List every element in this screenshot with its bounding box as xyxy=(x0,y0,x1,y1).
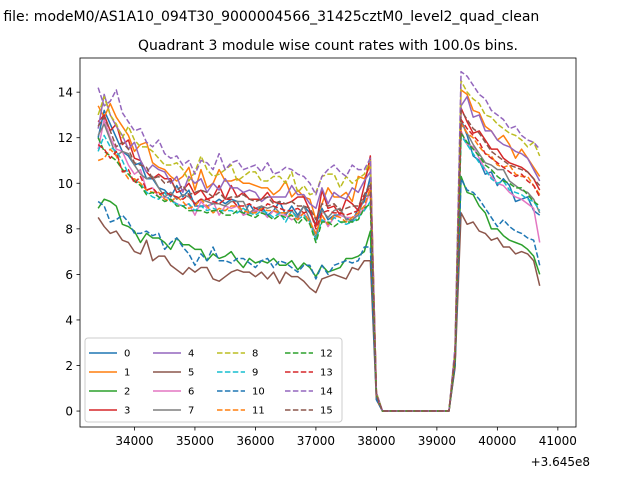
figure-suptitle: n file: modeM0/AS1A10_094T30_9000004566_… xyxy=(0,9,539,25)
y-tick-label: 0 xyxy=(65,405,73,419)
legend-label-14: 14 xyxy=(320,387,333,398)
legend-label-8: 8 xyxy=(252,349,258,360)
legend-label-2: 2 xyxy=(124,387,130,398)
x-offset-label: +3.645e8 xyxy=(531,455,590,469)
y-tick-label: 2 xyxy=(65,359,73,373)
y-tick-label: 4 xyxy=(65,313,73,327)
x-tick-label: 36000 xyxy=(236,434,274,448)
legend-label-4: 4 xyxy=(188,349,194,360)
series-line-12 xyxy=(97,132,541,412)
legend-label-5: 5 xyxy=(188,368,194,379)
x-tick-label: 38000 xyxy=(357,434,395,448)
y-tick-label: 6 xyxy=(65,268,73,282)
y-tick-label: 14 xyxy=(58,86,73,100)
legend-box xyxy=(84,337,343,423)
y-tick-label: 8 xyxy=(65,222,73,236)
legend-label-1: 1 xyxy=(124,368,130,379)
legend-label-10: 10 xyxy=(252,387,265,398)
y-tick-label: 10 xyxy=(58,177,73,191)
x-tick-label: 40000 xyxy=(478,434,516,448)
plot-area xyxy=(97,70,541,412)
legend-label-0: 0 xyxy=(124,349,130,360)
series-line-15 xyxy=(97,109,541,412)
legend-label-12: 12 xyxy=(320,349,333,360)
x-tick-label: 37000 xyxy=(297,434,335,448)
series-line-5 xyxy=(97,212,541,412)
legend-label-15: 15 xyxy=(320,406,333,417)
series-line-14 xyxy=(97,70,541,412)
legend-label-7: 7 xyxy=(188,406,194,417)
x-tick-label: 34000 xyxy=(115,434,153,448)
series-line-3 xyxy=(97,107,541,412)
series-line-13 xyxy=(97,118,541,412)
legend-label-9: 9 xyxy=(252,368,258,379)
legend-label-3: 3 xyxy=(124,406,130,417)
legend-label-13: 13 xyxy=(320,368,333,379)
axes-frame xyxy=(79,57,577,428)
series-line-10 xyxy=(97,177,541,412)
legend-label-6: 6 xyxy=(188,387,194,398)
legend-label-11: 11 xyxy=(252,406,265,417)
y-tick-label: 12 xyxy=(58,131,73,145)
x-tick-label: 35000 xyxy=(176,434,214,448)
axis-ticks: 34000 35000 36000 37000 38000 39000 40000 41000… xyxy=(58,86,577,448)
x-tick-label: 41000 xyxy=(539,434,577,448)
chart-title: Quadrant 3 module wise count rates with … xyxy=(138,38,518,54)
x-tick-label: 39000 xyxy=(418,434,456,448)
